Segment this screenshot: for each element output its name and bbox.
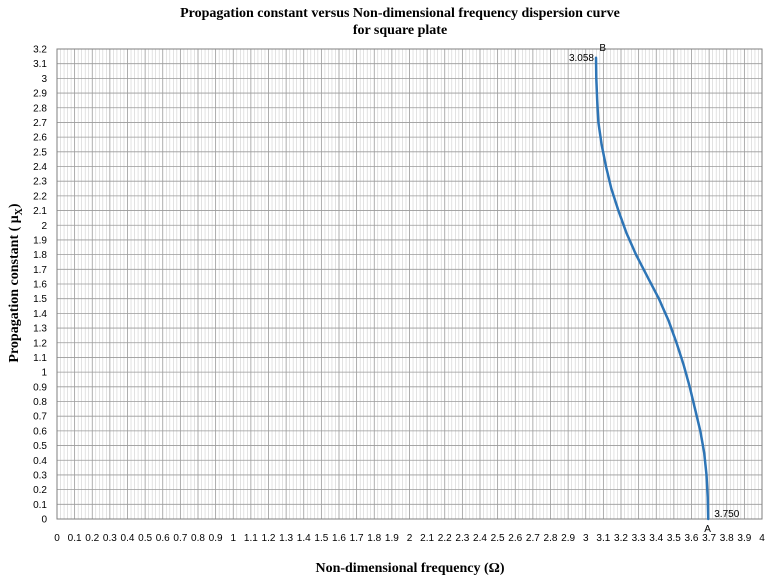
x-tick-label: 0.9 <box>209 533 223 544</box>
grid-lines <box>56 48 763 520</box>
chart-subtitle: for square plate <box>353 23 447 38</box>
y-tick-label: 0.2 <box>33 485 47 496</box>
y-tick-label: 1.8 <box>33 250 47 261</box>
x-tick-label: 0 <box>54 533 60 544</box>
x-tick-label: 0.3 <box>103 533 117 544</box>
y-tick-label: 1.6 <box>33 280 47 291</box>
x-tick-label: 2.8 <box>544 533 558 544</box>
annotation-label: 3.058 <box>569 53 594 64</box>
x-tick-labels: 0 0.1 0.2 0.3 0.4 0.5 0.6 0.7 0.8 0.9 1 1.1 1.2 1.3 1.… <box>54 533 765 544</box>
y-tick-label: 3.2 <box>33 45 47 56</box>
x-tick-label: 1.4 <box>297 533 311 544</box>
y-tick-label: 0.9 <box>33 382 47 393</box>
y-tick-label: 2.1 <box>33 206 47 217</box>
annotation-label: B <box>599 43 606 54</box>
x-tick-label: 2.5 <box>491 533 505 544</box>
y-tick-label: 2.9 <box>33 89 47 100</box>
x-tick-label: 0.8 <box>191 533 205 544</box>
y-tick-label: 2.7 <box>33 118 47 129</box>
y-tick-label: 2.5 <box>33 147 47 158</box>
x-tick-label: 3.7 <box>702 533 716 544</box>
x-tick-label: 3.2 <box>614 533 628 544</box>
x-tick-label: 3.8 <box>720 533 734 544</box>
x-tick-label: 2.9 <box>561 533 575 544</box>
y-tick-label: 2.3 <box>33 177 47 188</box>
x-tick-label: 1.7 <box>350 533 364 544</box>
x-tick-label: 2.1 <box>420 533 434 544</box>
plot-border <box>56 48 763 520</box>
x-tick-label: 3.5 <box>667 533 681 544</box>
x-tick-label: 1.3 <box>279 533 293 544</box>
x-tick-label: 2.4 <box>473 533 487 544</box>
x-tick-label: 3.6 <box>685 533 699 544</box>
x-tick-label: 2.7 <box>526 533 540 544</box>
x-tick-label: 1.1 <box>244 533 258 544</box>
y-tick-label: 0.8 <box>33 397 47 408</box>
x-tick-label: 2.2 <box>438 533 452 544</box>
y-tick-label: 0 <box>41 515 47 526</box>
x-tick-label: 2.6 <box>508 533 522 544</box>
annotation-label: 3.750 <box>714 509 739 520</box>
x-tick-label: 3.3 <box>632 533 646 544</box>
x-tick-label: 3.1 <box>596 533 610 544</box>
x-tick-label: 3 <box>583 533 589 544</box>
x-tick-label: 1.9 <box>385 533 399 544</box>
x-tick-label: 0.4 <box>121 533 135 544</box>
y-tick-label: 1.1 <box>33 353 47 364</box>
x-tick-label: 1.2 <box>262 533 276 544</box>
y-tick-label: 3 <box>41 74 47 85</box>
y-tick-label: 1 <box>41 368 47 379</box>
y-tick-label: 0.7 <box>33 412 47 423</box>
x-tick-label: 3.9 <box>737 533 751 544</box>
y-tick-label: 0.3 <box>33 470 47 481</box>
annotation-label: A <box>704 524 711 535</box>
y-tick-label: 1.2 <box>33 338 47 349</box>
x-tick-label: 2 <box>407 533 413 544</box>
series-group <box>594 56 710 521</box>
x-tick-label: 1 <box>230 533 236 544</box>
x-tick-label: 0.2 <box>85 533 99 544</box>
series-line <box>594 56 710 521</box>
y-tick-label: 0.5 <box>33 441 47 452</box>
y-axis-title: Propagation constant ( μX) <box>7 203 25 363</box>
x-axis-title: Non-dimensional frequency (Ω) <box>315 561 504 576</box>
x-tick-label: 0.5 <box>138 533 152 544</box>
y-tick-label: 0.4 <box>33 456 47 467</box>
y-tick-label: 1.4 <box>33 309 47 320</box>
y-tick-label: 1.5 <box>33 294 47 305</box>
y-tick-label: 2 <box>41 221 47 232</box>
x-tick-label: 4 <box>759 533 765 544</box>
y-tick-labels: 0 0.1 0.2 0.3 0.4 0.5 0.6 0.7 0.8 0.9 1 1.1 1.2 1.3 1.… <box>33 45 47 526</box>
y-tick-label: 2.2 <box>33 191 47 202</box>
x-tick-label: 1.6 <box>332 533 346 544</box>
x-tick-label: 1.8 <box>367 533 381 544</box>
chart-title: Propagation constant versus Non-dimensio… <box>180 6 620 21</box>
x-tick-label: 2.3 <box>455 533 469 544</box>
x-tick-label: 3.4 <box>649 533 663 544</box>
y-axis-title-end: ) <box>7 203 22 208</box>
x-tick-label: 0.6 <box>156 533 170 544</box>
x-tick-label: 0.7 <box>173 533 187 544</box>
annotations-group: B 3.058 A3.750 <box>569 43 740 535</box>
x-tick-label: 1.5 <box>314 533 328 544</box>
x-tick-label: 0.1 <box>68 533 82 544</box>
y-tick-label: 2.4 <box>33 162 47 173</box>
y-tick-label: 0.6 <box>33 426 47 437</box>
y-tick-label: 1.3 <box>33 324 47 335</box>
y-axis-title-main: Propagation constant ( μ <box>7 215 22 362</box>
y-tick-label: 1.9 <box>33 235 47 246</box>
y-tick-label: 3.1 <box>33 59 47 70</box>
y-tick-label: 2.6 <box>33 133 47 144</box>
y-tick-label: 1.7 <box>33 265 47 276</box>
y-tick-label: 0.1 <box>33 500 47 511</box>
y-axis-title-sub: X <box>14 207 25 215</box>
y-tick-label: 2.8 <box>33 103 47 114</box>
